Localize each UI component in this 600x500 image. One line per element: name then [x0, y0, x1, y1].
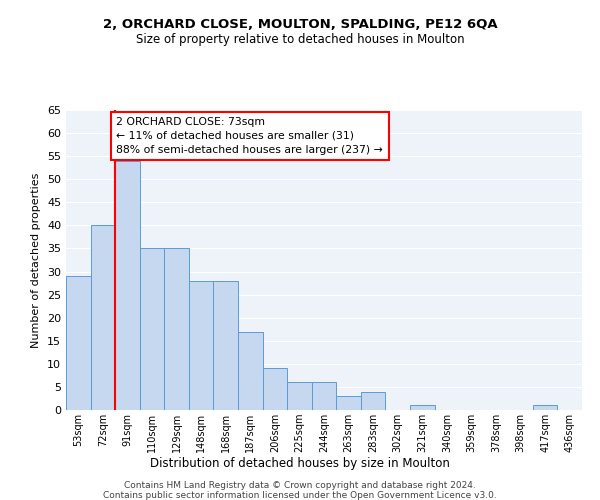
Bar [238, 332, 263, 410]
Bar [214, 281, 238, 410]
Bar [115, 161, 140, 410]
Text: 2 ORCHARD CLOSE: 73sqm
← 11% of detached houses are smaller (31)
88% of semi-det: 2 ORCHARD CLOSE: 73sqm ← 11% of detached… [116, 117, 383, 155]
Bar [66, 276, 91, 410]
Bar [312, 382, 336, 410]
Bar [410, 406, 434, 410]
Text: Distribution of detached houses by size in Moulton: Distribution of detached houses by size … [150, 458, 450, 470]
Bar [263, 368, 287, 410]
Bar [336, 396, 361, 410]
Bar [140, 248, 164, 410]
Bar [533, 406, 557, 410]
Text: 2, ORCHARD CLOSE, MOULTON, SPALDING, PE12 6QA: 2, ORCHARD CLOSE, MOULTON, SPALDING, PE1… [103, 18, 497, 30]
Text: Contains HM Land Registry data © Crown copyright and database right 2024.: Contains HM Land Registry data © Crown c… [124, 481, 476, 490]
Y-axis label: Number of detached properties: Number of detached properties [31, 172, 41, 348]
Bar [361, 392, 385, 410]
Text: Contains public sector information licensed under the Open Government Licence v3: Contains public sector information licen… [103, 491, 497, 500]
Text: Size of property relative to detached houses in Moulton: Size of property relative to detached ho… [136, 32, 464, 46]
Bar [91, 226, 115, 410]
Bar [164, 248, 189, 410]
Bar [189, 281, 214, 410]
Bar [287, 382, 312, 410]
